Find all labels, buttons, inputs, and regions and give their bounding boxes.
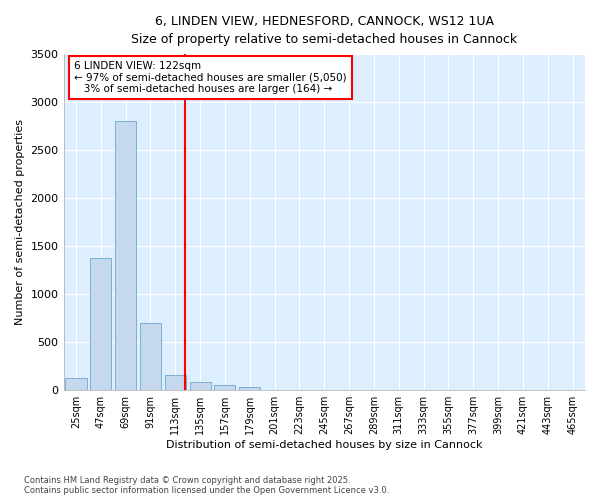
Bar <box>165 375 186 390</box>
X-axis label: Distribution of semi-detached houses by size in Cannock: Distribution of semi-detached houses by … <box>166 440 482 450</box>
Bar <box>214 385 235 390</box>
Bar <box>239 388 260 390</box>
Bar <box>115 122 136 390</box>
Bar <box>190 382 211 390</box>
Text: 6 LINDEN VIEW: 122sqm
← 97% of semi-detached houses are smaller (5,050)
   3% of: 6 LINDEN VIEW: 122sqm ← 97% of semi-deta… <box>74 61 347 94</box>
Y-axis label: Number of semi-detached properties: Number of semi-detached properties <box>15 119 25 325</box>
Title: 6, LINDEN VIEW, HEDNESFORD, CANNOCK, WS12 1UA
Size of property relative to semi-: 6, LINDEN VIEW, HEDNESFORD, CANNOCK, WS1… <box>131 15 517 46</box>
Bar <box>140 323 161 390</box>
Bar <box>90 258 112 390</box>
Bar <box>65 378 86 390</box>
Text: Contains HM Land Registry data © Crown copyright and database right 2025.
Contai: Contains HM Land Registry data © Crown c… <box>24 476 389 495</box>
